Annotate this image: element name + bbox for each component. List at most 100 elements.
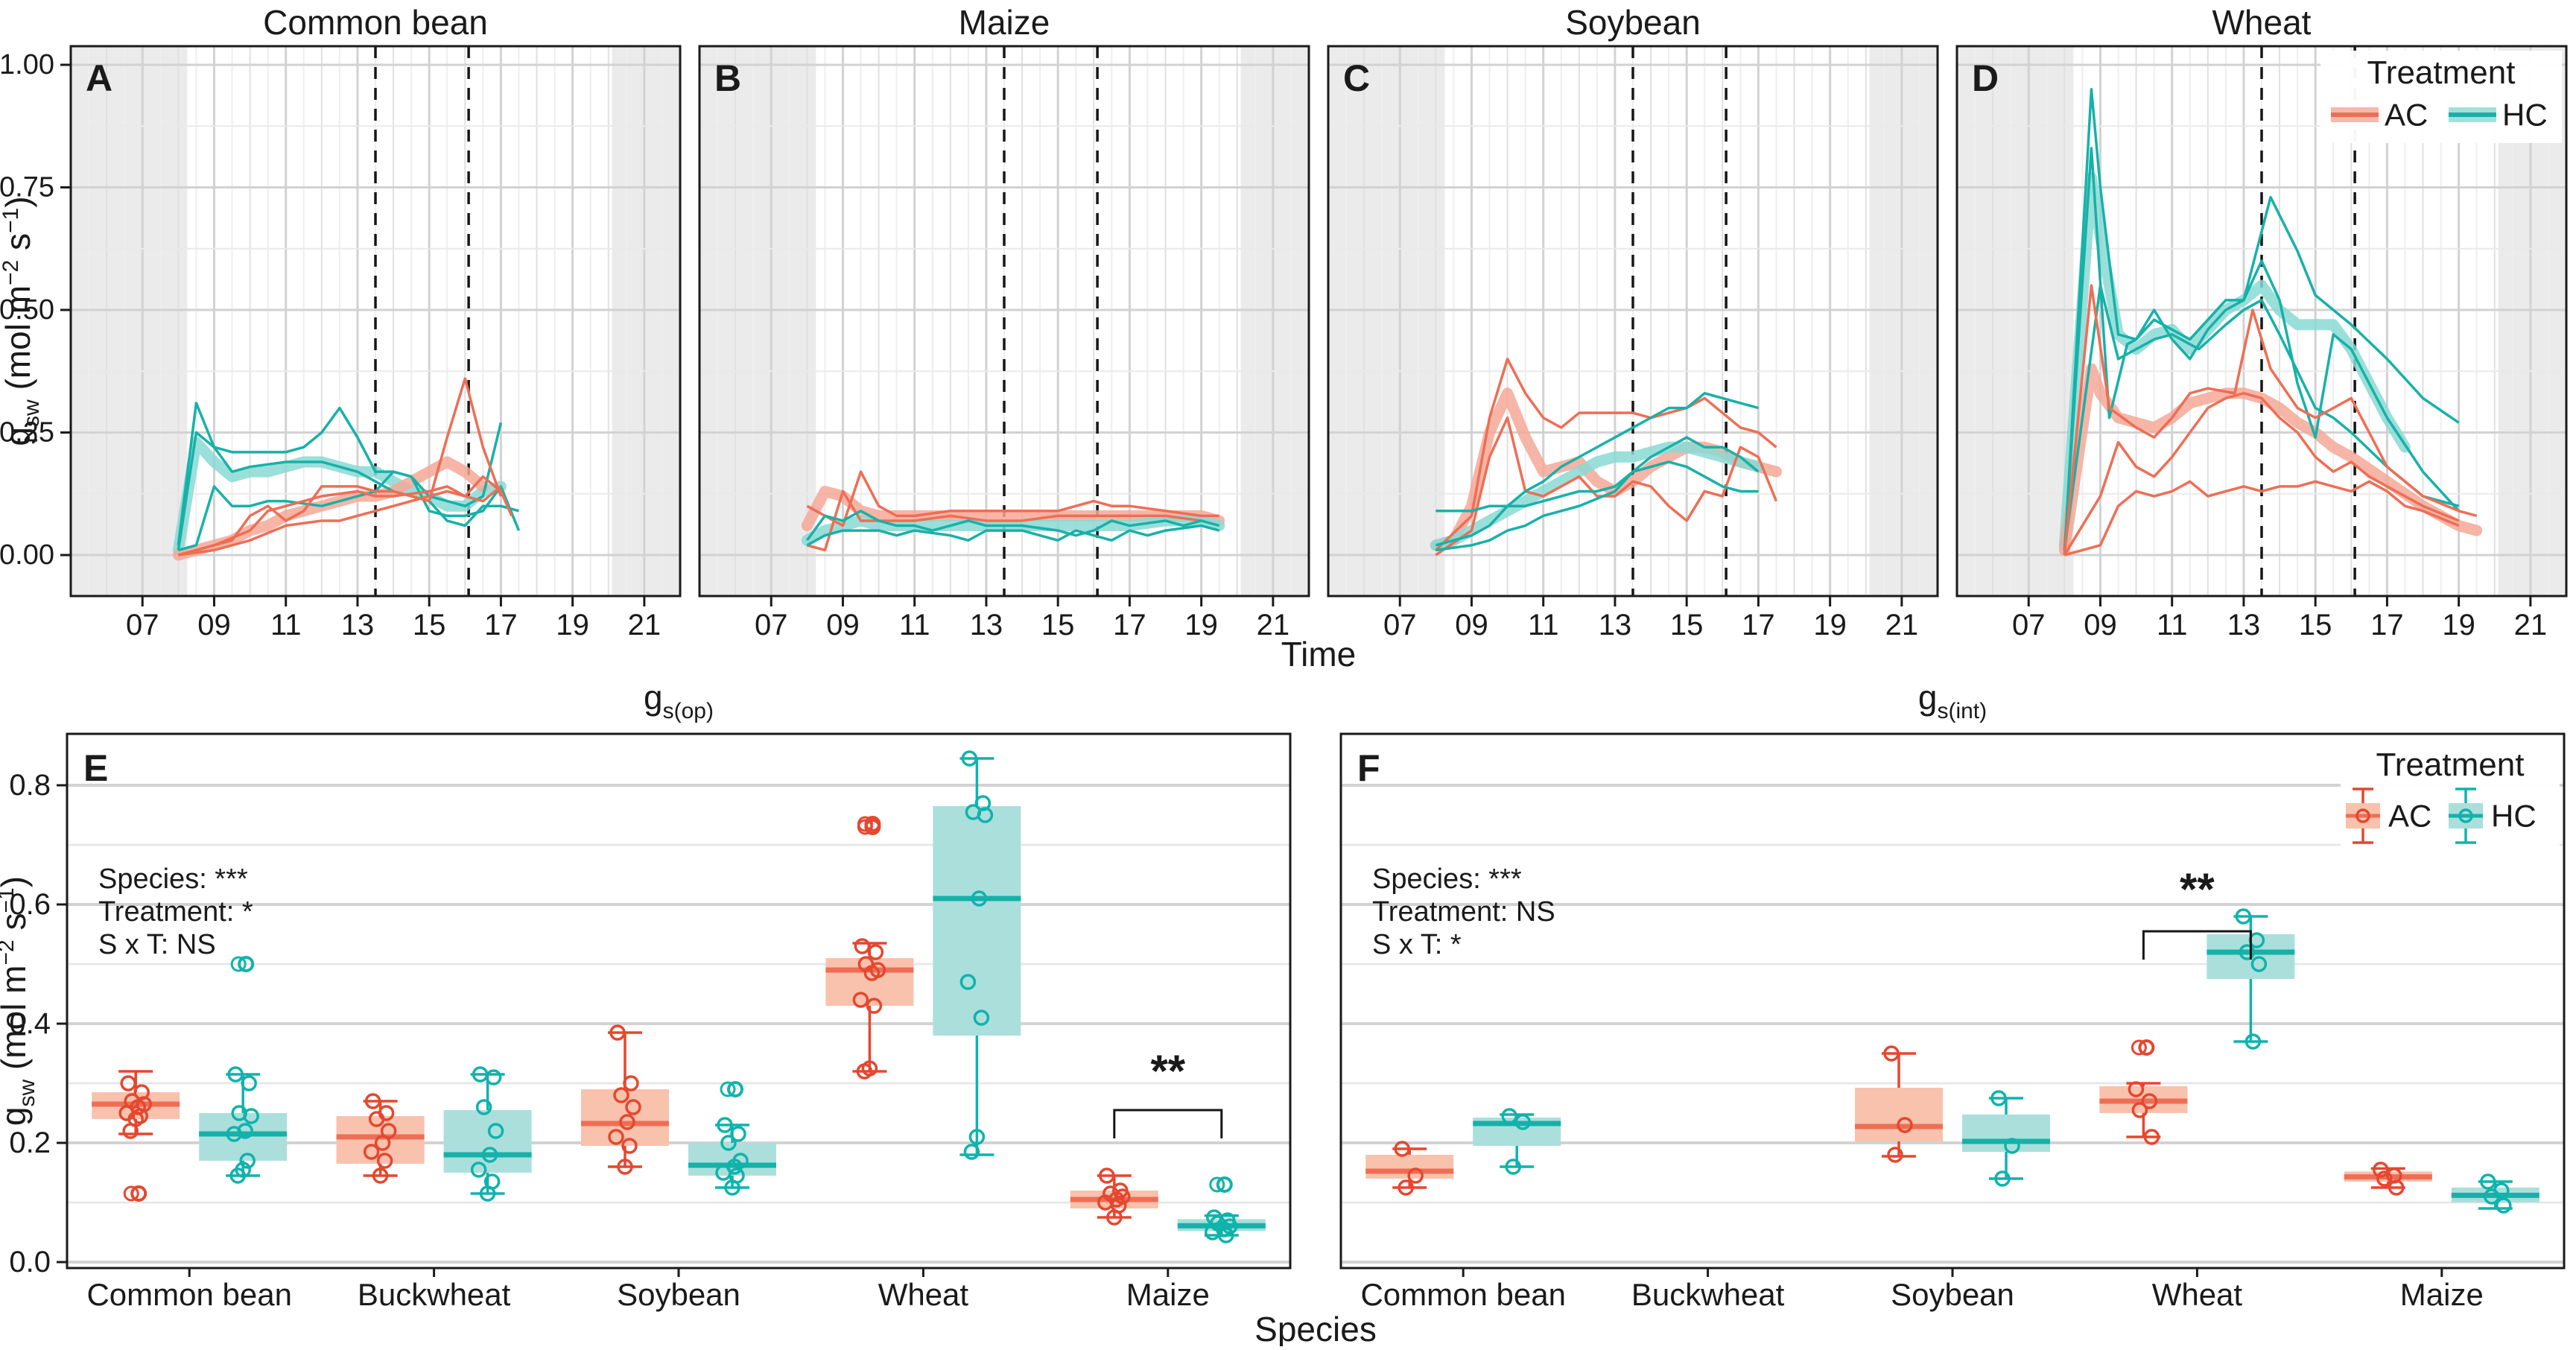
data-point [1398, 1179, 1414, 1196]
panel-letter: D [1972, 57, 1999, 99]
species-axis-label: Species [1254, 1310, 1377, 1346]
gsw-axis-label-bottom-part: sw [15, 1079, 39, 1106]
panel-title: Wheat [2212, 3, 2312, 42]
data-point [1994, 1170, 2011, 1187]
x-tick-label: 21 [1257, 609, 1290, 641]
data-point [617, 1159, 633, 1175]
data-point [621, 1138, 638, 1154]
legend-item-label: HC [2491, 799, 2537, 834]
data-point [2484, 1188, 2500, 1205]
x-tick-label: 17 [1742, 609, 1775, 641]
data-point [625, 1099, 641, 1115]
replicate-line-ac [806, 470, 1219, 527]
x-tick-label: 09 [197, 609, 231, 641]
outlier-point [727, 1081, 743, 1097]
panel-border [69, 45, 682, 598]
subtitle-sub: s(int) [1937, 699, 1987, 723]
data-point [372, 1167, 389, 1184]
replicate-line-hc [2063, 88, 2460, 556]
treatment-legend-bottom: Treatment AC HC [2341, 741, 2560, 853]
boxplot-soybean-hc [688, 1081, 776, 1196]
x-tick-label: 11 [1528, 609, 1559, 641]
species-tick-label: Soybean [617, 1277, 740, 1312]
boxplot-buckwheat-hc [443, 1066, 532, 1202]
data-point [1501, 1108, 1517, 1124]
x-tick-label: 07 [1383, 609, 1417, 641]
x-tick-label: 13 [1599, 609, 1632, 641]
box-iqr [825, 958, 914, 1006]
data-point [241, 1075, 257, 1091]
x-tick-label: 09 [2084, 609, 2117, 641]
replicate-line-hc [177, 402, 503, 546]
data-point [2143, 1129, 2160, 1145]
replicate-line-hc [177, 431, 519, 551]
data-point [226, 1126, 242, 1142]
y-tick-label: 0.8 [9, 769, 51, 802]
gsw-axis-label-bottom-part: (mol m [0, 965, 33, 1079]
boxplot-wheat-ac [825, 816, 914, 1080]
y-tick-label: 1.00 [0, 49, 54, 80]
box-iqr [933, 806, 1021, 1036]
outlier-point [1209, 1176, 1225, 1193]
data-point [2376, 1170, 2393, 1187]
data-point [1505, 1159, 1521, 1175]
x-tick-label: 11 [2157, 609, 2188, 641]
gsw-axis-label-top-part: −1 [0, 208, 23, 233]
species-tick-label: Wheat [878, 1277, 969, 1312]
data-point [485, 1069, 502, 1086]
data-point [973, 1010, 990, 1026]
species-tick-label: Wheat [2152, 1277, 2243, 1312]
data-point [239, 1153, 256, 1169]
data-point [959, 974, 977, 990]
box-iqr [581, 1089, 669, 1146]
data-point [120, 1075, 136, 1091]
x-tick-label: 21 [1885, 609, 1919, 641]
x-tick-label: 13 [341, 609, 375, 641]
data-point [1407, 1167, 1424, 1184]
replicate-line-ac [177, 377, 503, 557]
panel-letter: E [83, 747, 108, 789]
panel-b-plot: Maize B 07 09 11 13 15 17 19 21 [698, 3, 1310, 641]
x-tick-label: 21 [628, 609, 662, 641]
data-point [1990, 1090, 2007, 1106]
legend-item-label: AC [2388, 799, 2431, 834]
data-point [2128, 1081, 2145, 1097]
data-point [2373, 1162, 2389, 1178]
replicate-line-hc [1435, 436, 1760, 552]
data-point [2496, 1197, 2512, 1214]
gsw-axis-label-top-text: gsw (mol m−2 s−1) [0, 196, 44, 446]
data-point [227, 1066, 244, 1083]
data-point [717, 1117, 733, 1133]
replicate-line-hc [2063, 147, 2460, 551]
boxplot-common-bean-ac [92, 1070, 180, 1202]
gsw-axis-label-bottom-text: gsw (mol m−2 s−1) [0, 876, 39, 1126]
data-point [2239, 944, 2256, 960]
replicate-line-hc [1435, 460, 1759, 513]
data-point [1514, 1114, 1531, 1130]
x-tick-label: 13 [970, 609, 1003, 641]
outlier-point [720, 1081, 736, 1097]
significance-bracket [2142, 930, 2252, 960]
x-tick-label: 13 [2227, 609, 2261, 641]
night-shading [1957, 46, 2074, 596]
data-point [963, 1144, 980, 1160]
panel-subtitle: gs(op) [644, 678, 714, 723]
replicate-line-hc [2063, 284, 2460, 551]
data-point [866, 998, 883, 1014]
gsw-axis-label-bottom: gsw (mol m−2 s−1) [0, 876, 39, 1126]
x-tick-label: 17 [2370, 609, 2404, 641]
outlier-point [2138, 1039, 2155, 1056]
panel-letter: A [86, 57, 112, 99]
replicate-line-ac [2063, 480, 2460, 557]
significance-bracket [1113, 1109, 1223, 1138]
species-tick-label: Common bean [86, 1277, 291, 1312]
boxplot-maize-ac [2344, 1162, 2432, 1196]
species-tick-label: Soybean [1891, 1277, 2014, 1312]
subtitle-main: g [644, 678, 663, 717]
significance-stars: ** [1150, 1046, 1185, 1096]
data-point [1883, 1045, 1900, 1062]
data-point [608, 1129, 624, 1145]
legend-title: Treatment [2367, 54, 2516, 91]
data-point [475, 1099, 492, 1115]
